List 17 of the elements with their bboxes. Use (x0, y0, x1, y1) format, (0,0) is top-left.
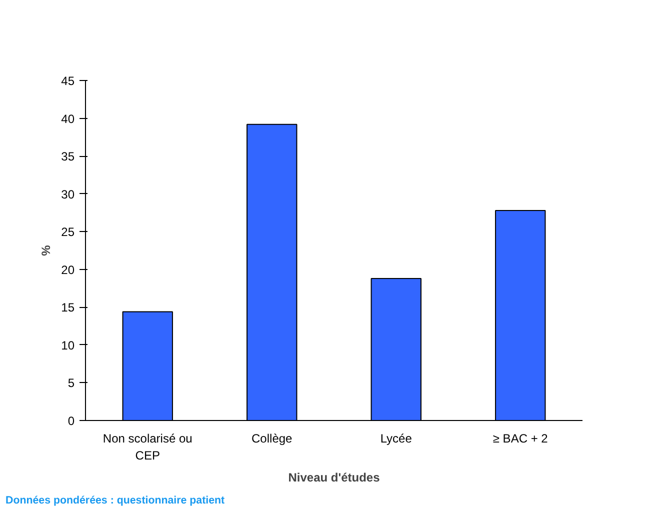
y-axis-title: % (39, 244, 54, 256)
y-tick-label: 5 (68, 376, 75, 390)
y-tick-label: 35 (61, 150, 75, 164)
y-tick-label: 20 (61, 262, 75, 277)
x-tick-label: Non scolarisé ou CEP (102, 432, 192, 462)
y-tick-label: 25 (61, 225, 75, 240)
text: Données pondérées : questionnaire patient (6, 494, 226, 506)
y-tick-label: 15 (61, 300, 75, 315)
y-tick-label: 0 (68, 414, 75, 428)
y-tick-label: 30 (61, 187, 75, 202)
x-tick-label: ≥ BAC + 2 (492, 432, 548, 446)
x-tick-label: Lycée (380, 432, 412, 446)
x-tick-label: Collège (252, 432, 293, 446)
y-tick-label: 45 (61, 74, 75, 88)
y-tick-label: 40 (61, 112, 75, 126)
x-axis-title: Niveau d'études (288, 470, 380, 484)
y-tick-label: 10 (61, 338, 75, 352)
